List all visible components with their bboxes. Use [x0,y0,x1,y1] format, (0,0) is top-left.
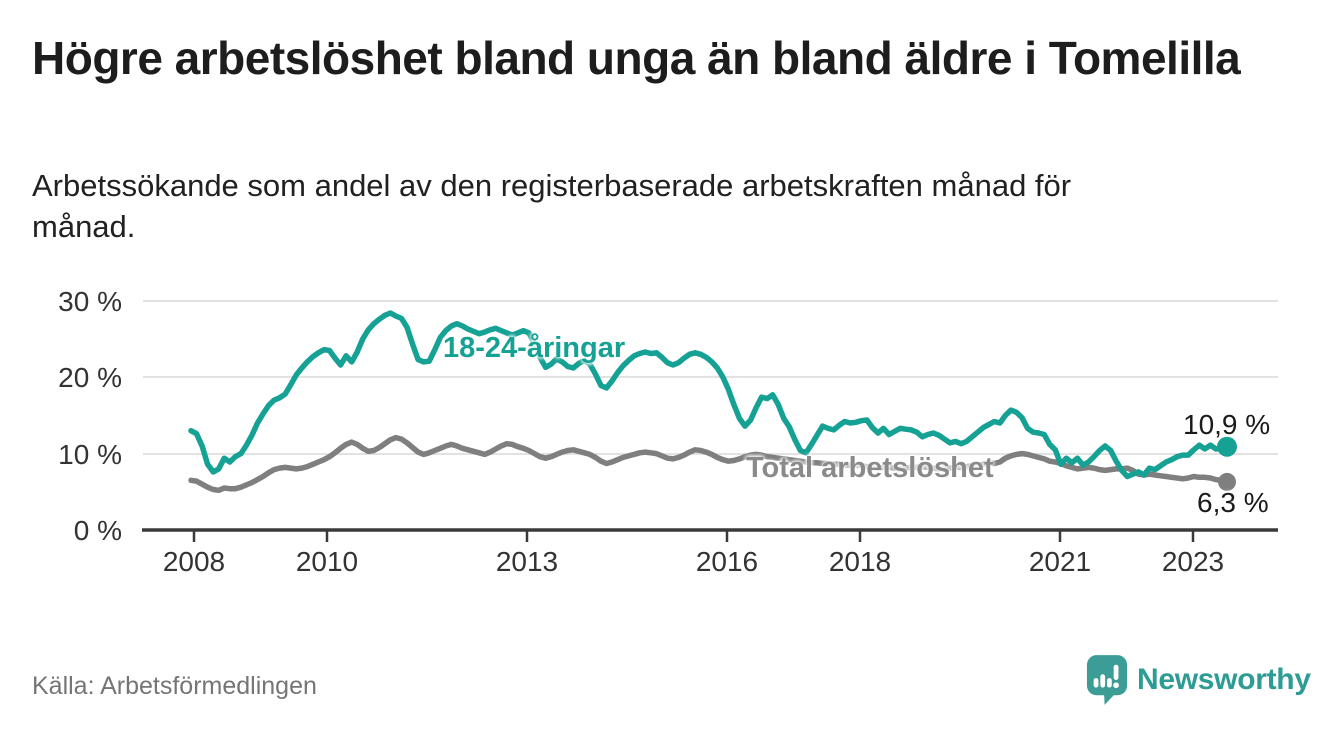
series-label-youth: 18-24-åringar [443,332,626,364]
x-axis-label-2008: 2008 [163,546,225,577]
series-line-youth [188,310,1230,480]
y-axis-label-0: 0 % [74,515,122,546]
series-end-dot-total [1218,472,1236,491]
x-axis-label-2021: 2021 [1029,546,1091,577]
x-axis-label-2016: 2016 [696,546,758,577]
y-axis-label-20: 20 % [58,362,122,393]
y-axis-label-10: 10 % [58,439,122,470]
newsworthy-logo: Newsworthy [1086,654,1311,706]
source-note: Källa: Arbetsförmedlingen [32,672,317,700]
series-label-total: Total arbetslöshet [746,452,994,484]
x-axis-label-2018: 2018 [829,546,891,577]
end-value-total: 6,3 % [1197,487,1269,518]
chart-subtitle: Arbetssökande som andel av den registerb… [32,168,1072,244]
series-end-dot-youth [1217,436,1237,457]
speech-bubble-bar-chart-icon [1086,655,1128,705]
end-value-youth: 10,9 % [1183,409,1271,440]
page-title: Högre arbetslöshet bland unga än bland ä… [32,32,1241,84]
line-chart: 30 % 20 % 10 % 0 % 2008 2010 2013 2016 2… [58,286,1278,577]
x-axis-label-2013: 2013 [496,546,558,577]
x-axis-label-2023: 2023 [1162,546,1224,577]
y-axis-label-30: 30 % [58,286,122,317]
x-axis-label-2010: 2010 [296,546,358,577]
series-line-total [188,434,1230,494]
newsworthy-wordmark: Newsworthy [1137,663,1311,696]
